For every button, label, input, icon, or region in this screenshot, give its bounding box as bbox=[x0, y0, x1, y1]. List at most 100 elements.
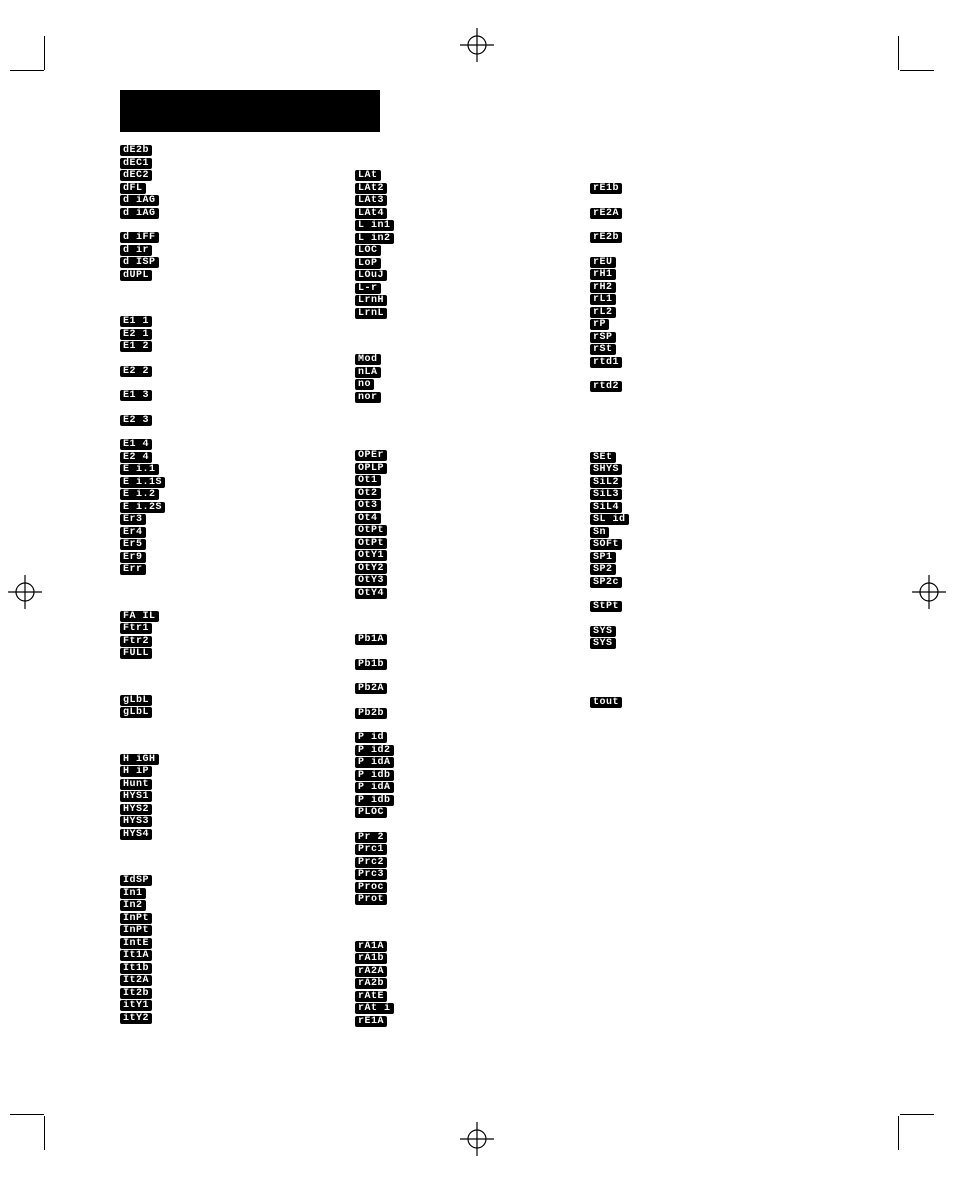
prompt-tag: E2 3 bbox=[120, 415, 152, 426]
index-entry: dFL bbox=[120, 183, 345, 196]
entry-group: d iFF d ird ISPdUPL bbox=[120, 232, 345, 282]
prompt-tag: L in1 bbox=[355, 220, 394, 231]
group-gap bbox=[120, 667, 345, 695]
prompt-tag: dEC1 bbox=[120, 158, 152, 169]
entry-group: rA1ArA1brA2ArA2brAtErAt irE1A bbox=[355, 941, 580, 1029]
entry-group: Pb2b bbox=[355, 708, 580, 721]
index-entry: LOuJ bbox=[355, 270, 580, 283]
crop-bl-h bbox=[10, 1114, 44, 1115]
index-entry: Ftr1 bbox=[120, 623, 345, 636]
column-2: LAtLAt2LAt3LAt4L in1L in2 LOC LoPLOuJ L-… bbox=[355, 170, 580, 1034]
entry-group: Pb1A bbox=[355, 634, 580, 647]
index-entry: dEC1 bbox=[120, 158, 345, 171]
entry-group: Pr 2Prc1Prc2Prc3ProcProt bbox=[355, 832, 580, 907]
index-entry: SL id bbox=[590, 514, 815, 527]
reg-left-mid bbox=[8, 575, 42, 609]
prompt-tag: In2 bbox=[120, 900, 146, 911]
index-entry: In2 bbox=[120, 900, 345, 913]
prompt-tag: d iAG bbox=[120, 195, 159, 206]
prompt-tag: nor bbox=[355, 392, 381, 403]
prompt-tag: FULL bbox=[120, 648, 152, 659]
prompt-tag: LAt2 bbox=[355, 183, 387, 194]
prompt-tag: E i.2 bbox=[120, 489, 159, 500]
prompt-tag: E i.1S bbox=[120, 477, 165, 488]
index-entry: nLA bbox=[355, 367, 580, 380]
entry-group: Pb2A bbox=[355, 683, 580, 696]
page: dE2bdEC1dEC2 dFLd iAGd iAGd iFF d ird IS… bbox=[0, 0, 954, 1189]
prompt-tag: Pr 2 bbox=[355, 832, 387, 843]
index-entry: SYS bbox=[590, 638, 815, 651]
index-entry: L in2 bbox=[355, 233, 580, 246]
entry-group: rtd2 bbox=[590, 381, 815, 394]
prompt-tag: FA IL bbox=[120, 611, 159, 622]
index-entry: Ot4 bbox=[355, 513, 580, 526]
entry-group: H iGH H iPHuntHYS1HYS2HYS3HYS4 bbox=[120, 754, 345, 842]
prompt-tag: rAtE bbox=[355, 991, 387, 1002]
index-entry: rA1b bbox=[355, 953, 580, 966]
entry-group: IdSP In1 In2InPtInPtIntEIt1AIt1bIt2AIt2b… bbox=[120, 875, 345, 1025]
prompt-tag: InPt bbox=[120, 913, 152, 924]
prompt-tag: Prot bbox=[355, 894, 387, 905]
prompt-tag: SiL4 bbox=[590, 502, 622, 513]
index-entry: E i.1 bbox=[120, 464, 345, 477]
prompt-tag: SHYS bbox=[590, 464, 622, 475]
entry-group: OPErOPLP Ot1 Ot2 Ot3 Ot4OtPtOtPtOtY1OtY2… bbox=[355, 450, 580, 600]
index-entry: rH2 bbox=[590, 282, 815, 295]
prompt-tag: P id bbox=[355, 732, 387, 743]
index-entry: Er9 bbox=[120, 552, 345, 565]
crop-tr-v bbox=[898, 36, 899, 70]
column-1: dE2bdEC1dEC2 dFLd iAGd iAGd iFF d ird IS… bbox=[120, 145, 345, 1031]
index-entry: Mod bbox=[355, 354, 580, 367]
prompt-tag: gLbL bbox=[120, 707, 152, 718]
prompt-tag: rE2b bbox=[590, 232, 622, 243]
prompt-tag: It1b bbox=[120, 963, 152, 974]
index-entry: LrnL bbox=[355, 308, 580, 321]
index-entry: nor bbox=[355, 392, 580, 405]
entry-group: P idP id2P idAP idbP idAP idbPLOC bbox=[355, 732, 580, 820]
prompt-tag: HYS2 bbox=[120, 804, 152, 815]
index-entry: dEC2 bbox=[120, 170, 345, 183]
prompt-tag: rSP bbox=[590, 332, 616, 343]
prompt-tag: Ot2 bbox=[355, 488, 381, 499]
index-entry: E i.1S bbox=[120, 477, 345, 490]
index-entry: FULL bbox=[120, 648, 345, 661]
index-entry: IntE bbox=[120, 938, 345, 951]
entry-group: rE2A bbox=[590, 208, 815, 221]
group-gap bbox=[120, 288, 345, 316]
prompt-tag: LOuJ bbox=[355, 270, 387, 281]
prompt-tag: d ISP bbox=[120, 257, 159, 268]
index-entry: OtY4 bbox=[355, 588, 580, 601]
prompt-tag: SiL2 bbox=[590, 477, 622, 488]
prompt-tag: LrnH bbox=[355, 295, 387, 306]
index-entry: rtd2 bbox=[590, 381, 815, 394]
prompt-tag: rA2b bbox=[355, 978, 387, 989]
index-entry: gLbL bbox=[120, 695, 345, 708]
prompt-tag: rA2A bbox=[355, 966, 387, 977]
group-gap bbox=[120, 583, 345, 611]
index-entry: LAt3 bbox=[355, 195, 580, 208]
prompt-tag: SP2 bbox=[590, 564, 616, 575]
index-entry: rAt i bbox=[355, 1003, 580, 1016]
index-entry: IdSP bbox=[120, 875, 345, 888]
prompt-tag: no bbox=[355, 379, 374, 390]
index-entry: HYS4 bbox=[120, 829, 345, 842]
prompt-tag: Ot4 bbox=[355, 513, 381, 524]
prompt-tag: rEU bbox=[590, 257, 616, 268]
index-entry: Prc2 bbox=[355, 857, 580, 870]
index-entry: P idA bbox=[355, 782, 580, 795]
index-entry: Pb2A bbox=[355, 683, 580, 696]
prompt-tag: E2 1 bbox=[120, 329, 152, 340]
entry-group: Pb1b bbox=[355, 659, 580, 672]
index-entry: HYS1 bbox=[120, 791, 345, 804]
prompt-tag: It1A bbox=[120, 950, 152, 961]
prompt-tag: dUPL bbox=[120, 270, 152, 281]
index-entry: OtPt bbox=[355, 538, 580, 551]
prompt-tag: SYS bbox=[590, 638, 616, 649]
index-entry: Prot bbox=[355, 894, 580, 907]
index-entry: LrnH bbox=[355, 295, 580, 308]
prompt-tag: E1 1 bbox=[120, 316, 152, 327]
index-entry: itY2 bbox=[120, 1013, 345, 1026]
prompt-tag: HYS4 bbox=[120, 829, 152, 840]
prompt-tag: Er9 bbox=[120, 552, 146, 563]
index-entry: FA IL bbox=[120, 611, 345, 624]
